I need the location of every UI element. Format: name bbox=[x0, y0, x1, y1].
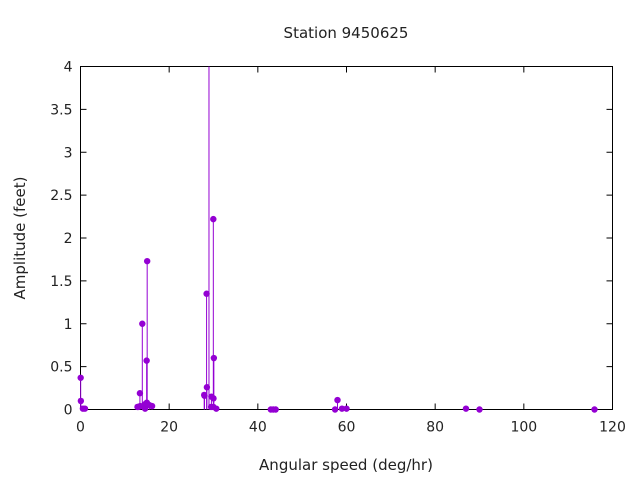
x-tick-label: 60 bbox=[338, 420, 356, 436]
y-tick-label: 3.5 bbox=[50, 102, 72, 118]
data-point bbox=[77, 374, 84, 381]
x-axis-label: Angular speed (deg/hr) bbox=[259, 456, 433, 474]
data-point bbox=[139, 320, 146, 327]
x-tick-label: 0 bbox=[76, 420, 85, 436]
x-tick-label: 120 bbox=[599, 420, 626, 436]
y-tick-label: 4 bbox=[64, 60, 73, 76]
data-point bbox=[334, 396, 341, 404]
data-stems bbox=[80, 66, 467, 410]
data-point bbox=[203, 384, 211, 391]
data-point bbox=[77, 397, 85, 405]
y-tick-label: 1.5 bbox=[50, 274, 72, 290]
x-tick-label: 20 bbox=[160, 420, 178, 436]
data-point bbox=[343, 405, 350, 412]
data-point bbox=[591, 406, 598, 413]
data-point bbox=[136, 390, 144, 397]
data-point bbox=[272, 406, 279, 413]
data-point bbox=[213, 405, 220, 412]
data-point bbox=[141, 405, 149, 412]
data-point bbox=[201, 392, 208, 399]
data-point bbox=[210, 354, 218, 362]
data-point bbox=[203, 290, 210, 297]
data-point bbox=[338, 405, 346, 412]
chart-title: Station 9450625 bbox=[284, 24, 409, 42]
data-point bbox=[143, 257, 151, 265]
y-tick-label: 2.5 bbox=[50, 188, 72, 204]
plot-frame bbox=[80, 66, 613, 410]
y-tick-label: 1 bbox=[64, 317, 73, 333]
data-point bbox=[210, 395, 217, 402]
data-point bbox=[476, 406, 483, 413]
x-tick-label: 40 bbox=[249, 420, 267, 436]
data-point bbox=[81, 405, 89, 412]
y-tick-label: 2 bbox=[64, 231, 73, 247]
y-axis-ticks: 0 0.5 1 1.5 2 2.5 3 3.5 4 bbox=[50, 60, 613, 419]
y-tick-label: 0.5 bbox=[50, 360, 72, 376]
data-point bbox=[148, 402, 156, 410]
y-tick-label: 3 bbox=[64, 145, 73, 161]
x-tick-label: 100 bbox=[510, 420, 537, 436]
y-tick-label: 0 bbox=[64, 403, 73, 419]
data-point bbox=[210, 215, 217, 223]
data-point bbox=[331, 406, 339, 413]
y-axis-label: Amplitude (feet) bbox=[11, 177, 29, 300]
data-point bbox=[143, 357, 150, 364]
x-tick-label: 80 bbox=[426, 420, 444, 436]
data-point bbox=[462, 405, 470, 412]
data-points bbox=[77, 215, 598, 413]
x-axis-ticks: 0 20 40 60 80 100 120 bbox=[76, 66, 626, 436]
